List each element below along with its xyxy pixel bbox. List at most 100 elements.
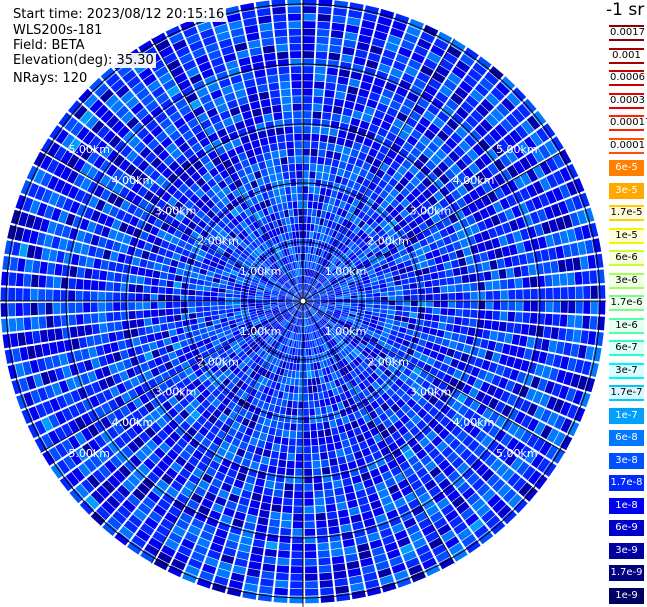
- range-gate-cell: [589, 270, 598, 284]
- range-gate-cell: [375, 215, 384, 225]
- range-gate-cell: [291, 73, 302, 81]
- range-gate-cell: [308, 317, 312, 325]
- range-gate-cell: [403, 517, 417, 529]
- range-gate-cell: [357, 364, 365, 373]
- range-gate-cell: [350, 403, 359, 413]
- range-gate-cell: [309, 400, 315, 409]
- range-gate-cell: [320, 305, 328, 309]
- range-gate-cell: [309, 231, 314, 239]
- range-gate-cell: [482, 407, 494, 420]
- range-gate-cell: [295, 231, 300, 239]
- range-gate-cell: [315, 346, 320, 354]
- range-gate-cell: [421, 380, 431, 390]
- range-gate-cell: [394, 214, 404, 223]
- range-gate-cell: [370, 202, 380, 211]
- range-gate-cell: [321, 318, 328, 324]
- colorbar-tick-label: 1e-7: [615, 409, 638, 421]
- range-gate-cell: [326, 67, 338, 76]
- range-gate-cell: [468, 387, 479, 399]
- range-gate-cell: [319, 142, 327, 150]
- range-gate-cell: [438, 322, 447, 331]
- range-gate-cell: [324, 428, 332, 437]
- range-gate-cell: [303, 81, 313, 89]
- range-gate-cell: [32, 330, 41, 344]
- range-gate-cell: [203, 286, 211, 292]
- range-gate-cell: [315, 179, 322, 187]
- range-gate-cell: [472, 143, 485, 157]
- range-gate-cell: [313, 301, 321, 303]
- range-gate-cell: [339, 516, 351, 526]
- range-gate-cell: [267, 166, 275, 175]
- range-gate-cell: [305, 318, 309, 326]
- range-gate-cell: [396, 111, 408, 123]
- range-gate-cell: [425, 307, 433, 314]
- range-gate-cell: [378, 179, 388, 189]
- range-gate-cell: [315, 338, 320, 346]
- range-gate-cell: [412, 537, 427, 549]
- range-gate-cell: [259, 137, 269, 146]
- range-gate-cell: [304, 468, 313, 476]
- range-gate-cell: [466, 375, 477, 386]
- range-gate-cell: [305, 284, 308, 291]
- range-gate-cell: [329, 197, 336, 206]
- range-gate-cell: [369, 410, 378, 420]
- range-gate-cell: [190, 272, 199, 279]
- range-gate-cell: [313, 331, 318, 339]
- range-ring-label: 5.00km: [496, 447, 538, 460]
- range-gate-cell: [280, 89, 291, 97]
- range-gate-cell: [437, 31, 453, 44]
- range-gate-cell: [218, 297, 226, 301]
- range-gate-cell: [305, 302, 313, 305]
- range-gate-cell: [559, 167, 572, 182]
- range-gate-cell: [320, 127, 330, 135]
- range-gate-cell: [299, 231, 303, 239]
- colorbar-swatch: 3e-8: [608, 451, 645, 470]
- range-gate-cell: [158, 302, 166, 309]
- range-gate-cell: [398, 219, 408, 228]
- range-gate-cell: [177, 333, 186, 342]
- range-gate-cell: [427, 184, 439, 195]
- range-gate-cell: [199, 268, 208, 275]
- range-gate-cell: [419, 437, 431, 448]
- range-gate-cell: [303, 291, 304, 298]
- range-gate-cell: [367, 461, 378, 471]
- range-gate-cell: [363, 282, 372, 288]
- range-gate-cell: [397, 536, 411, 548]
- range-gate-cell: [256, 7, 271, 17]
- range-gate-cell: [381, 360, 390, 368]
- range-gate-cell: [274, 29, 288, 37]
- range-gate-cell: [258, 161, 267, 170]
- range-gate-cell: [303, 291, 307, 299]
- range-gate-cell: [553, 287, 561, 300]
- range-gate-cell: [303, 111, 312, 119]
- range-gate-cell: [460, 101, 474, 114]
- range-gate-cell: [541, 339, 550, 352]
- range-gate-cell: [322, 279, 328, 285]
- range-gate-cell: [105, 292, 113, 301]
- range-gate-cell: [400, 209, 410, 219]
- colorbar-swatch: 0.0003: [608, 91, 645, 110]
- range-gate-cell: [450, 358, 460, 368]
- range-gate-cell: [158, 309, 166, 317]
- range-gate-cell: [344, 238, 352, 246]
- range-gate-cell: [355, 345, 364, 353]
- range-gate-cell: [356, 457, 366, 467]
- range-gate-cell: [130, 328, 139, 338]
- range-gate-cell: [144, 318, 152, 326]
- range-gate-cell: [474, 83, 489, 97]
- range-gate-cell: [403, 239, 412, 248]
- range-gate-cell: [332, 106, 343, 115]
- range-gate-cell: [320, 210, 327, 219]
- range-gate-cell: [333, 7, 347, 17]
- range-gate-cell: [385, 255, 394, 263]
- range-ring-label: 3.00km: [410, 205, 452, 218]
- range-gate-cell: [364, 333, 372, 340]
- range-gate-cell: [276, 51, 289, 60]
- range-gate-cell: [446, 451, 459, 464]
- range-gate-cell: [367, 326, 376, 332]
- range-gate-cell: [448, 150, 460, 163]
- range-gate-cell: [275, 36, 288, 45]
- range-gate-cell: [383, 113, 395, 124]
- range-gate-cell: [394, 315, 402, 322]
- range-gate-cell: [345, 553, 359, 563]
